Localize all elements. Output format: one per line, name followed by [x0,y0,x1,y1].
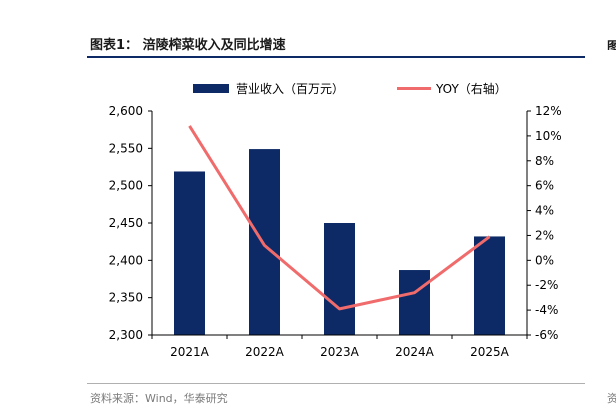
left-tick-label: 2,450 [109,216,143,230]
bar-2024A [399,270,430,335]
left-tick-label: 2,600 [109,104,143,118]
right-tick-label: 6% [535,179,554,193]
left-tick-label: 2,300 [109,328,143,342]
right-tick-label: 4% [535,204,554,218]
left-tick-label: 2,500 [109,179,143,193]
legend-label-revenue: 营业收入（百万元） [236,82,344,96]
right-tick-label: -6% [535,328,558,342]
chart-legend: 营业收入（百万元） YOY（右轴） [193,81,507,96]
adjacent-chart-title-fragment: 图 [607,40,616,50]
right-tick-label: -4% [535,303,558,317]
x-tick-label: 2024A [395,345,435,359]
x-tick-label: 2022A [245,345,285,359]
x-tick-label: 2025A [470,345,510,359]
right-tick-label: 10% [535,129,562,143]
x-axis: 2021A 2022A 2023A 2024A 2025A [151,334,528,359]
left-tick-label: 2,400 [109,253,143,267]
right-tick-label: -2% [535,278,558,292]
adjacent-source-fragment: 资 [607,392,616,404]
bar-series [174,149,505,335]
left-tick-label: 2,350 [109,291,143,305]
legend-label-yoy: YOY（右轴） [435,81,507,96]
footer-divider [87,383,585,384]
legend-swatch-revenue [193,84,229,93]
left-tick-label: 2,550 [109,141,143,155]
bar-2025A [474,236,505,335]
bar-2023A [324,223,355,335]
right-tick-label: 2% [535,228,554,242]
right-tick-label: 12% [535,104,562,118]
chart-title: 图表1： 涪陵榨菜收入及同比增速 [90,38,286,53]
yoy-line [188,125,491,311]
source-note: 资料来源：Wind，华泰研究 [90,392,228,405]
right-y-axis: -6% -4% -2% 0% 2% 4% 6% 8% 10% 12% [526,104,562,342]
title-divider [87,56,585,58]
right-tick-label: 0% [535,253,554,267]
bar-2021A [174,171,205,335]
x-tick-label: 2023A [320,345,360,359]
yoy-line-series [188,125,491,311]
left-y-axis: 2,300 2,350 2,400 2,450 2,500 2,550 2,600 [109,104,153,342]
x-tick-label: 2021A [170,345,210,359]
bar-2022A [249,149,280,335]
right-tick-label: 8% [535,154,554,168]
